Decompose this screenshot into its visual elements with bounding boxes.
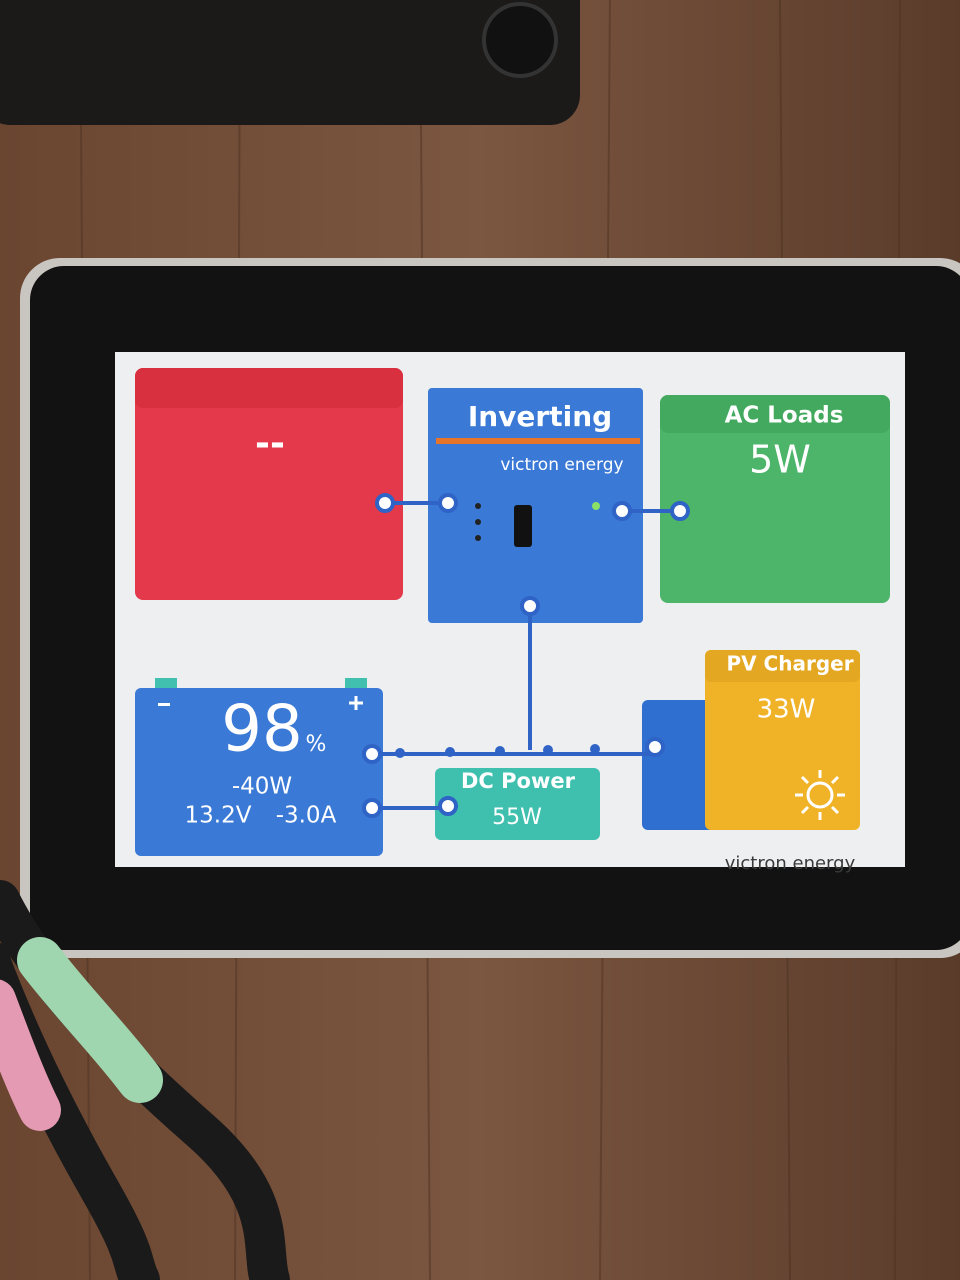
cables bbox=[0, 880, 290, 1280]
inverter-stripe bbox=[436, 438, 640, 444]
battery-terminal bbox=[155, 678, 177, 690]
inverter-led bbox=[475, 519, 481, 525]
grid-tile-header bbox=[135, 368, 403, 408]
mount-screw bbox=[482, 2, 558, 78]
inverter-switch bbox=[514, 505, 532, 547]
battery-tile bbox=[135, 688, 383, 856]
pv-charger-value: 33W bbox=[757, 695, 816, 725]
mppt-image bbox=[642, 700, 720, 830]
battery-soc-unit: % bbox=[306, 732, 327, 757]
ac-loads-value: 5W bbox=[749, 438, 811, 482]
battery-voltage: 13.2V bbox=[185, 803, 252, 829]
inverter-led bbox=[475, 535, 481, 541]
sun-icon bbox=[795, 770, 845, 820]
inverter-tile bbox=[428, 388, 643, 623]
plus-sign bbox=[349, 696, 363, 710]
ac-loads-tile bbox=[660, 395, 890, 603]
dc-power-tile bbox=[435, 768, 600, 840]
pv-charger-tile bbox=[705, 650, 860, 830]
battery-power: -40W bbox=[232, 774, 292, 800]
inverter-brand: victron energy bbox=[500, 455, 623, 475]
battery-terminal bbox=[345, 678, 367, 690]
ac-loads-header bbox=[660, 395, 890, 433]
inverter-led bbox=[475, 503, 481, 509]
pv-charger-header bbox=[705, 650, 860, 682]
battery-soc: 98 bbox=[221, 693, 302, 767]
dc-power-value: 55W bbox=[492, 805, 542, 830]
wall-mount bbox=[0, 0, 580, 125]
ac-loads-title: AC Loads bbox=[725, 403, 844, 429]
connections bbox=[362, 493, 690, 818]
device-brand: victron energy bbox=[725, 853, 856, 874]
grid-value: -- bbox=[255, 423, 285, 464]
inverter-led bbox=[592, 502, 600, 510]
grid-tile bbox=[135, 368, 403, 600]
battery-current: -3.0A bbox=[276, 803, 337, 829]
dc-power-title: DC Power bbox=[461, 769, 576, 793]
inverter-state: Inverting bbox=[468, 400, 612, 433]
pv-charger-title: PV Charger bbox=[726, 652, 853, 676]
minus-sign bbox=[158, 703, 170, 706]
